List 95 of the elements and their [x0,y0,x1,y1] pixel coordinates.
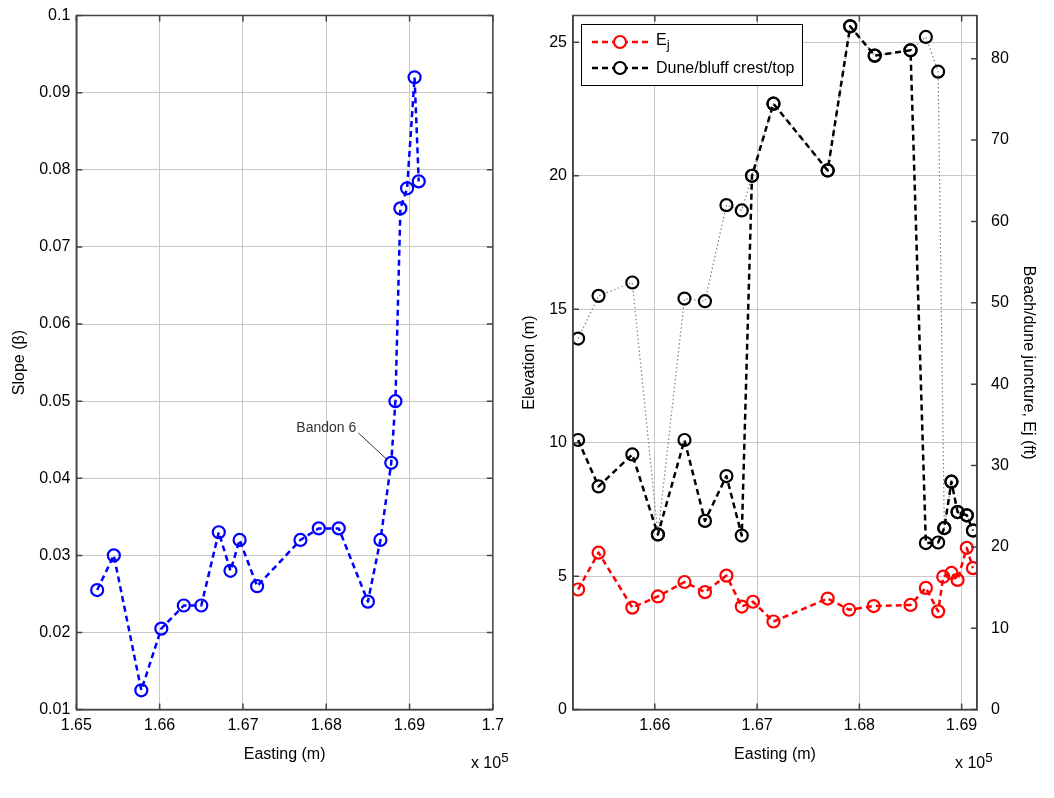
y-tick-label: 0.07 [39,237,71,255]
y2-tick-label: 70 [991,130,1009,148]
point [573,432,586,448]
point [734,599,749,614]
y2-tick-label: 20 [991,537,1009,555]
x-tick-label: 1.68 [843,715,876,733]
y2-tick-label: 10 [991,618,1009,636]
y2-tick-label: 50 [991,293,1009,311]
point [384,455,399,470]
y-tick-label: 0.1 [48,6,71,24]
point [697,513,713,528]
point [918,535,933,551]
point [373,532,388,548]
legend-label: Dune/bluff crest/top [655,58,795,77]
point [944,565,959,581]
point [866,598,881,614]
x-tick-label: 1.67 [741,715,773,733]
y-tick-label: 0.06 [39,314,71,332]
y-axis-title: Elevation (m) [520,315,538,410]
point [90,582,105,598]
point [903,597,918,613]
y-tick-label: 0.02 [39,622,71,640]
x-tick-label: 1.66 [639,715,671,733]
point [918,580,933,595]
y2-tick-label: 60 [991,211,1009,229]
x-tick-label: 1.66 [144,715,176,733]
annotation: Bandon 6 [296,418,357,435]
point [591,479,606,494]
y-tick-label: 0.05 [39,391,71,409]
point [677,432,692,448]
point [399,181,415,196]
point [959,540,974,555]
point [154,621,169,636]
point [650,589,665,604]
x-tick-label: 1.69 [394,715,426,733]
y-tick-label: 0.04 [39,468,71,486]
x-tick-label: 1.65 [60,715,93,733]
point [176,598,191,613]
y-tick-label: 10 [549,433,568,451]
point [697,585,713,600]
y2-axis-title: Beach/dune juncture, Ej (ft) [1020,265,1038,460]
point [734,528,749,543]
x-tick-label: 1.7 [481,715,505,733]
y-tick-label: 0.09 [39,83,71,101]
point [931,604,946,619]
point [250,579,265,594]
y-tick-label: 20 [549,166,568,184]
point [931,535,946,550]
y-tick-label: 25 [549,32,568,50]
y-tick-label: 0.03 [39,545,71,563]
point [625,600,640,615]
point [393,201,408,216]
point [311,521,326,536]
point [411,174,426,189]
x-tick-label: 1.68 [310,715,342,733]
point [820,591,835,606]
y-tick-label: 0.08 [39,160,71,178]
x-tick-label: 1.67 [227,715,259,733]
y-axis-title: Slope (β) [10,329,28,396]
y-tick-label: 0.01 [39,700,71,718]
x-axis-title: Easting (m) [734,744,816,762]
point [766,614,781,629]
point [842,602,857,617]
point [950,572,965,587]
x-tick-label: 1.69 [946,715,978,733]
y2-tick-label: 80 [991,49,1009,67]
point [360,594,376,609]
point [293,532,308,548]
point [134,683,149,698]
point [745,594,761,609]
x-axis-title: Easting (m) [243,744,326,762]
y-tick-label: 15 [549,299,568,317]
point [407,70,422,85]
point [211,525,226,540]
point [591,545,606,560]
point [194,598,209,613]
point [331,521,346,536]
point [677,574,692,590]
point [625,447,640,462]
legend-label: E$_{j}$ [655,31,670,53]
point [719,568,734,583]
y-tick-label: 0 [558,700,568,718]
y2-tick-label: 0 [991,700,1000,718]
y-tick-label: 5 [558,566,568,584]
y2-tick-label: 30 [991,455,1009,473]
point [106,548,121,563]
y2-tick-label: 40 [991,374,1009,392]
point [388,394,403,409]
point [719,468,734,484]
point [573,582,586,597]
point [936,569,951,584]
point [223,563,238,578]
text: x 10$^{5}$ [470,749,509,772]
point [232,532,247,548]
text: x 10$^{5}$ [955,749,993,772]
